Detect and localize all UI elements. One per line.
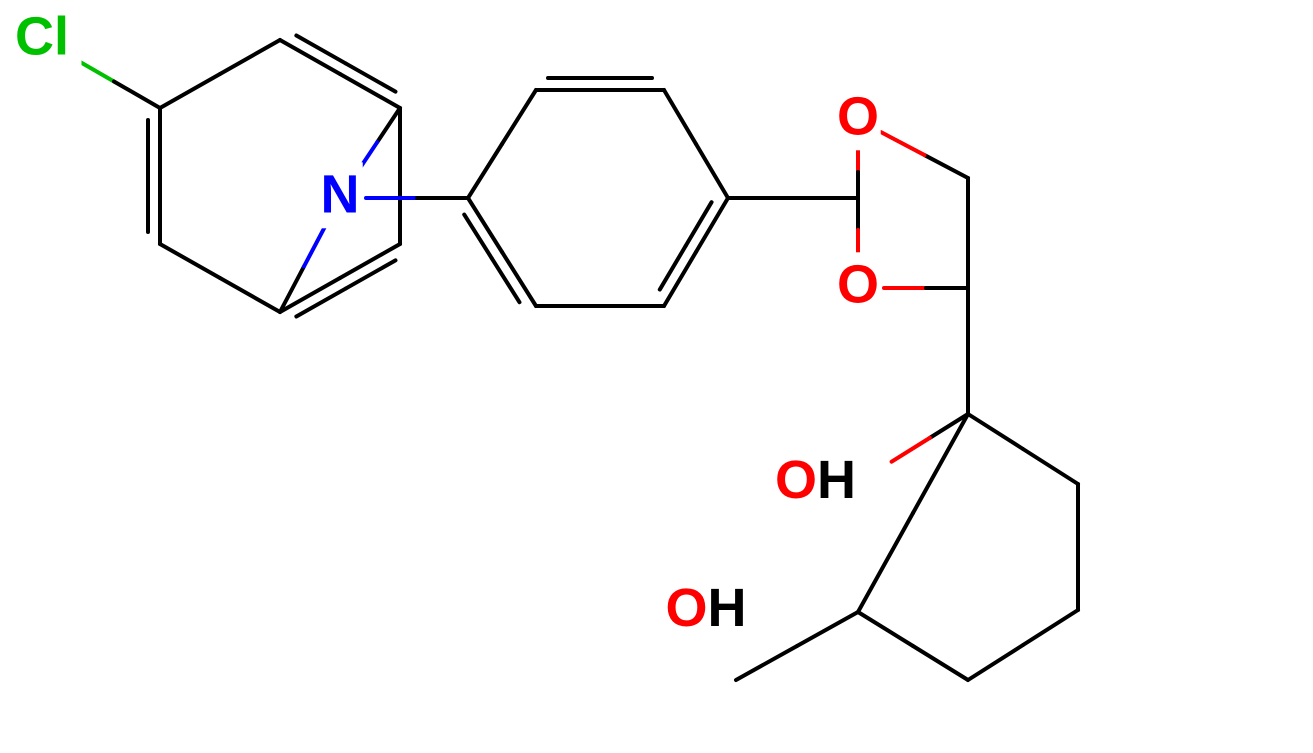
atom-label: O	[835, 84, 880, 150]
molecule-diagram: Cl N O O OH OH	[0, 0, 1313, 753]
svg-text:N: N	[321, 164, 360, 224]
svg-text:O: O	[837, 86, 879, 146]
svg-text:OH: OH	[775, 450, 856, 510]
svg-text:O: O	[837, 254, 879, 314]
atom-label: OH	[665, 576, 746, 642]
atom-label: Cl	[3, 4, 82, 70]
svg-text:Cl: Cl	[15, 6, 69, 66]
svg-text:OH: OH	[665, 578, 746, 638]
atom-label: N	[317, 162, 362, 228]
atom-label: O	[835, 252, 880, 318]
atom-label: OH	[775, 448, 862, 514]
